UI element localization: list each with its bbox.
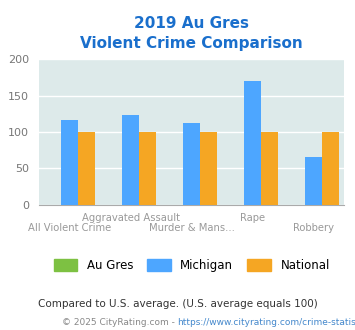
Text: © 2025 CityRating.com -: © 2025 CityRating.com - bbox=[62, 318, 178, 327]
Bar bbox=[139, 132, 156, 205]
Text: Rape: Rape bbox=[240, 213, 265, 223]
Bar bbox=[78, 132, 95, 205]
Bar bbox=[61, 120, 78, 205]
Legend: Au Gres, Michigan, National: Au Gres, Michigan, National bbox=[49, 254, 335, 277]
Text: Compared to U.S. average. (U.S. average equals 100): Compared to U.S. average. (U.S. average … bbox=[38, 299, 317, 309]
Text: Robbery: Robbery bbox=[293, 223, 334, 234]
Bar bbox=[122, 115, 139, 205]
Bar bbox=[261, 132, 278, 205]
Bar bbox=[322, 132, 339, 205]
Bar bbox=[305, 157, 322, 205]
Text: Aggravated Assault: Aggravated Assault bbox=[82, 213, 180, 223]
Text: Murder & Mans...: Murder & Mans... bbox=[149, 223, 235, 234]
Bar bbox=[244, 81, 261, 205]
Bar bbox=[200, 132, 217, 205]
Bar bbox=[183, 123, 200, 205]
Title: 2019 Au Gres
Violent Crime Comparison: 2019 Au Gres Violent Crime Comparison bbox=[80, 16, 303, 51]
Text: All Violent Crime: All Violent Crime bbox=[28, 223, 111, 234]
Text: https://www.cityrating.com/crime-statistics/: https://www.cityrating.com/crime-statist… bbox=[178, 318, 355, 327]
